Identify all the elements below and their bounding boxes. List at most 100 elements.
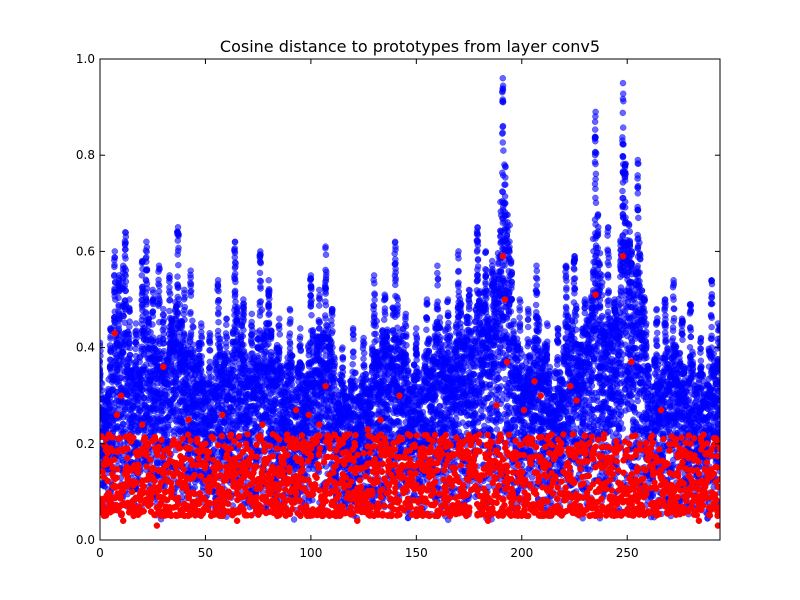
blue-point [288, 352, 296, 359]
blue-point [206, 347, 213, 354]
blue-point [206, 329, 213, 337]
blue-point [143, 258, 150, 265]
blue-point [149, 286, 156, 294]
blue-point [100, 339, 104, 347]
blue-point [380, 316, 388, 323]
blue-point [155, 282, 163, 290]
blue-point [160, 407, 167, 414]
blue-point [240, 296, 247, 303]
blue-point [339, 368, 347, 376]
blue-point [357, 420, 365, 428]
blue-point [372, 323, 379, 330]
blue-point [142, 267, 150, 274]
blue-point [126, 330, 133, 338]
blue-point [187, 288, 194, 296]
blue-point [288, 358, 295, 366]
blue-point [126, 308, 133, 315]
blue-point [382, 334, 390, 342]
chart-title: Cosine distance to prototypes from layer… [220, 37, 600, 56]
blue-point [223, 321, 230, 329]
blue-point [231, 270, 239, 278]
blue-point [391, 250, 398, 257]
blue-point [328, 338, 335, 346]
blue-point [315, 302, 323, 309]
blue-point [286, 338, 294, 346]
blue-point [181, 316, 188, 324]
blue-point [371, 296, 378, 304]
plot-area [100, 74, 720, 529]
blue-point [276, 315, 283, 322]
blue-point [290, 516, 298, 523]
blue-point [275, 321, 283, 329]
blue-point [180, 296, 188, 303]
blue-point [350, 348, 357, 355]
blue-point [360, 364, 368, 371]
blue-point [187, 308, 194, 316]
blue-point [247, 331, 255, 339]
blue-point [392, 281, 399, 289]
blue-point [360, 355, 367, 362]
blue-point [277, 364, 285, 371]
blue-point [187, 335, 194, 343]
blue-point [286, 320, 293, 327]
blue-point [372, 330, 379, 338]
blue-point [248, 310, 256, 318]
blue-point [240, 341, 247, 349]
blue-point [180, 310, 188, 318]
blue-point [391, 260, 399, 268]
blue-point [166, 297, 173, 304]
blue-point [247, 338, 255, 345]
blue-point [174, 273, 181, 280]
blue-point [125, 338, 133, 345]
blue-point [189, 347, 197, 355]
blue-point [309, 328, 317, 335]
blue-point [142, 294, 150, 301]
blue-point [308, 311, 315, 319]
blue-point [214, 327, 222, 335]
blue-point [160, 336, 167, 343]
blue-point [132, 345, 139, 353]
blue-point [328, 305, 336, 313]
blue-point [321, 312, 329, 319]
blue-point [155, 262, 163, 270]
blue-point [109, 385, 116, 392]
blue-point [322, 288, 329, 295]
blue-point [373, 336, 380, 344]
blue-point [254, 352, 261, 360]
blue-point [174, 224, 182, 231]
blue-point [307, 272, 315, 279]
blue-point [352, 369, 359, 377]
blue-point [275, 356, 283, 363]
blue-point [180, 330, 188, 337]
blue-point [322, 251, 330, 259]
blue-point [166, 307, 173, 315]
blue-point [231, 238, 239, 246]
blue-point [197, 339, 205, 347]
blue-point [391, 238, 399, 246]
blue-point [126, 351, 134, 359]
blue-point [275, 349, 283, 356]
blue-point [149, 308, 156, 316]
blue-point [315, 294, 323, 302]
blue-point [265, 291, 272, 299]
blue-point [163, 391, 171, 399]
blue-point [122, 272, 129, 279]
blue-point [126, 359, 134, 366]
blue-point [328, 317, 335, 324]
blue-point [351, 383, 359, 390]
blue-point [100, 375, 103, 382]
blue-point [234, 315, 241, 322]
blue-point [265, 302, 272, 310]
blue-point [119, 420, 127, 428]
blue-point [288, 375, 296, 382]
blue-point [339, 354, 346, 361]
blue-point [223, 333, 230, 340]
blue-point [111, 248, 119, 255]
blue-point [149, 296, 157, 303]
blue-point [307, 291, 314, 299]
blue-point [267, 351, 275, 359]
blue-point [126, 323, 133, 330]
blue-point [286, 305, 294, 313]
blue-point [100, 365, 103, 372]
blue-point [257, 278, 265, 285]
